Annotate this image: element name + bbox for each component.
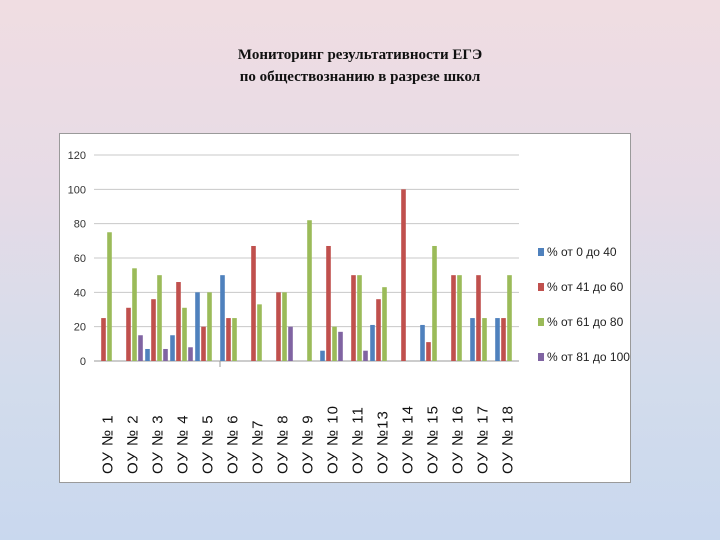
x-category-label: ОУ №7: [250, 420, 267, 474]
bar: [195, 292, 200, 361]
bar: [495, 318, 500, 361]
y-tick-label: 80: [74, 219, 86, 231]
bar: [188, 347, 193, 361]
legend-swatch: [538, 283, 544, 291]
bar-chart: 0 20 40 60 80 100 120 ОУ № 1 ОУ № 2 ОУ № 3 ОУ № 4 О…: [68, 150, 630, 474]
bar: [370, 324, 375, 361]
bar: [432, 245, 437, 361]
bar: [357, 275, 362, 361]
x-category-label: ОУ № 14: [400, 405, 417, 474]
x-category-label: ОУ №13: [375, 410, 392, 474]
slide-title: Мониторинг результативности ЕГЭ по общес…: [0, 44, 720, 88]
x-category-label: ОУ № 9: [300, 414, 317, 474]
bar: [207, 292, 212, 361]
x-category-label: ОУ № 15: [425, 405, 442, 474]
bar: [501, 318, 506, 361]
x-category-label: ОУ № 18: [500, 405, 517, 474]
bar: [170, 335, 175, 361]
bar: [226, 318, 231, 361]
bar: [326, 245, 331, 361]
y-tick-label: 120: [68, 150, 86, 162]
x-category-label: ОУ № 1: [100, 414, 117, 474]
bar: [482, 318, 487, 361]
bar: [132, 268, 137, 361]
bar: [282, 292, 287, 361]
bar: [351, 275, 356, 361]
y-tick-label: 60: [74, 253, 86, 265]
bar: [220, 275, 225, 361]
bar: [176, 282, 181, 361]
bar: [107, 232, 112, 361]
bar: [101, 318, 106, 361]
bar: [451, 275, 456, 361]
bar: [182, 307, 187, 361]
x-category-label: ОУ № 3: [150, 414, 167, 474]
bar: [151, 299, 156, 361]
x-category-label: ОУ № 10: [325, 405, 342, 474]
bar: [288, 326, 293, 361]
bar: [145, 348, 150, 361]
y-tick-label: 40: [74, 287, 86, 299]
bar: [276, 292, 281, 361]
legend-label: % от 41 до 60: [547, 280, 624, 294]
x-category-label: ОУ № 11: [350, 406, 367, 474]
legend-label: % от 61 до 80: [547, 315, 624, 329]
x-category-label: ОУ № 5: [200, 414, 217, 474]
bar: [251, 245, 256, 361]
bar: [476, 275, 481, 361]
bar: [470, 318, 475, 361]
bar: [376, 299, 381, 361]
bar: [201, 326, 206, 361]
slide-title-line2: по обществознанию в разрезе школ: [239, 69, 481, 85]
bar: [232, 318, 237, 361]
bar: [157, 275, 162, 361]
bar: [426, 342, 431, 361]
x-category-label: ОУ № 17: [475, 405, 492, 474]
bar: [257, 304, 262, 361]
bar: [507, 275, 512, 361]
x-category-label: ОУ № 16: [450, 405, 467, 474]
x-category-label: ОУ № 2: [125, 414, 142, 474]
legend-label: % от 0 до 40: [547, 245, 617, 259]
legend-swatch: [538, 248, 544, 256]
bar: [457, 275, 462, 361]
y-tick-label: 20: [74, 322, 86, 334]
bar: [363, 350, 368, 361]
bar: [307, 220, 312, 361]
y-tick-label: 100: [68, 184, 86, 196]
bar: [401, 189, 406, 361]
bar: [163, 348, 168, 361]
bar: [320, 350, 325, 361]
x-category-label: ОУ № 8: [275, 414, 292, 474]
legend-swatch: [538, 353, 544, 361]
x-category-label: ОУ № 6: [225, 414, 242, 474]
legend-swatch: [538, 318, 544, 326]
bar: [332, 326, 337, 361]
bar: [382, 287, 387, 361]
legend-label: % от 81 до 100: [547, 350, 630, 364]
slide-title-line1: Мониторинг результативности ЕГЭ: [237, 47, 483, 63]
bar: [338, 331, 343, 361]
chart-frame: 0 20 40 60 80 100 120 ОУ № 1 ОУ № 2 ОУ № 3 ОУ № 4 О…: [59, 133, 631, 483]
y-tick-label: 0: [80, 356, 86, 368]
bar: [420, 324, 425, 361]
bar: [126, 307, 131, 361]
x-category-label: ОУ № 4: [175, 414, 192, 474]
bar: [138, 335, 143, 361]
